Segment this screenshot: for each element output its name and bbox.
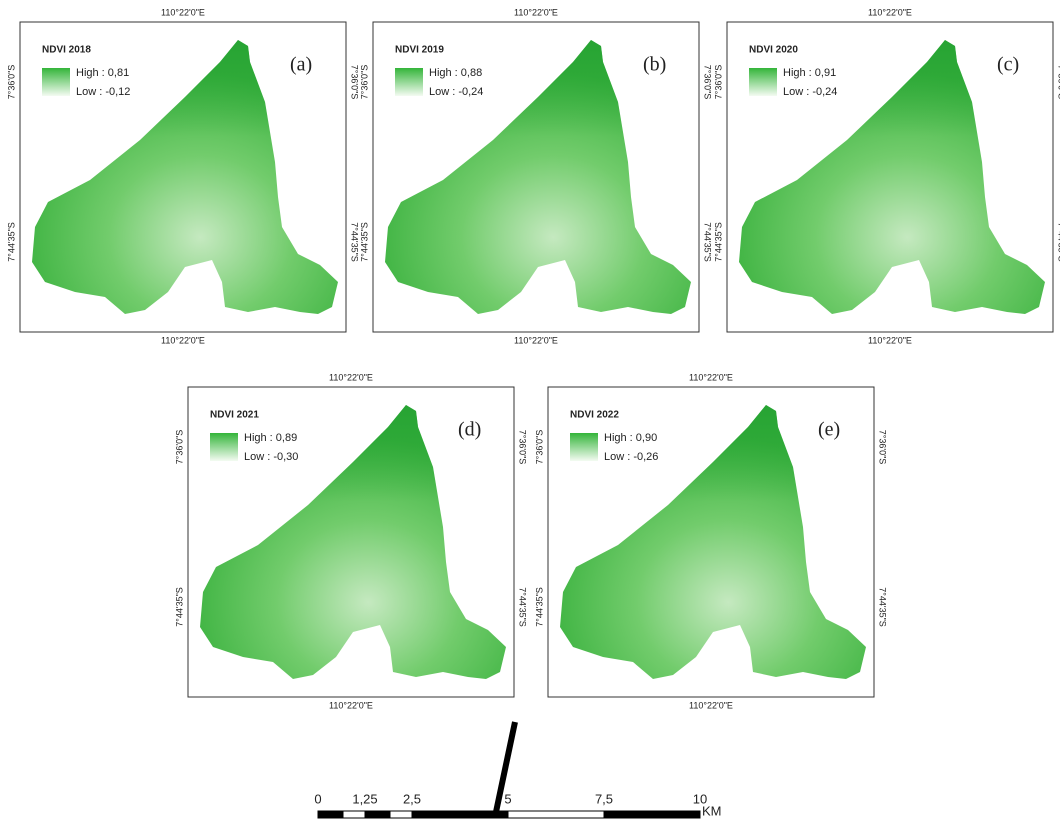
left-coordinate: 7°44'35"S [174,587,184,627]
legend-title: NDVI 2020 [749,45,798,56]
top-coordinate: 110°22'0"E [514,7,558,17]
top-coordinate: 110°22'0"E [689,372,733,382]
scale-label: 2,5 [403,791,421,806]
scale-segment [365,811,390,818]
left-coordinate: 7°44'35"S [534,587,544,627]
left-coordinate: 7°36'0"S [6,65,16,100]
map-panel: NDVI 2020 High : 0,91 Low : -0,24 (c) 110°22… [713,7,1060,345]
left-coordinate: 7°44'35"S [713,222,723,262]
legend-low: Low : -0,24 [429,86,483,98]
scale-segment [508,811,604,818]
legend-swatch [42,68,70,96]
top-coordinate: 110°22'0"E [329,372,373,382]
legend-high: High : 0,90 [604,432,657,444]
legend-title: NDVI 2019 [395,45,444,56]
left-coordinate: 7°44'35"S [6,222,16,262]
panel-letter: (e) [818,419,840,441]
right-coordinate: 7°44'35"S [703,222,713,262]
panel-letter: (c) [997,54,1019,76]
scale-unit: KM [702,803,722,818]
legend-high: High : 0,91 [783,67,836,79]
right-coordinate: 7°44'35"S [1057,222,1060,262]
bottom-coordinate: 110°22'0"E [868,335,912,345]
legend-low: Low : -0,30 [244,451,298,463]
legend-swatch [749,68,777,96]
legend-swatch [210,433,238,461]
map-panel: NDVI 2019 High : 0,88 Low : -0,24 (b) 110°22… [359,7,712,345]
right-coordinate: 7°36'0"S [878,430,888,465]
scale-segment [412,811,508,818]
bottom-coordinate: 110°22'0"E [161,335,205,345]
legend-low: Low : -0,12 [76,86,130,98]
scale-label: 0 [314,791,321,806]
legend-title: NDVI 2022 [570,410,619,421]
panel-letter: (a) [290,54,312,76]
left-coordinate: 7°36'0"S [359,65,369,100]
right-coordinate: 7°36'0"S [703,65,713,100]
legend-title: NDVI 2021 [210,410,259,421]
legend-high: High : 0,88 [429,67,482,79]
bottom-coordinate: 110°22'0"E [689,700,733,710]
top-coordinate: 110°22'0"E [161,7,205,17]
bottom-coordinate: 110°22'0"E [329,700,373,710]
figure: NDVI 2018 High : 0,81 Low : -0,12 (a) 110°22… [0,0,1060,819]
left-coordinate: 7°36'0"S [534,430,544,465]
scale-segment [343,811,365,818]
scale-segment [390,811,412,818]
legend-high: High : 0,81 [76,67,129,79]
map-panel: NDVI 2021 High : 0,89 Low : -0,30 (d) 110°22… [174,372,527,710]
panel-letter: (d) [458,419,481,441]
right-coordinate: 7°36'0"S [350,65,360,100]
legend-low: Low : -0,24 [783,86,837,98]
right-coordinate: 7°44'35"S [878,587,888,627]
legend-high: High : 0,89 [244,432,297,444]
left-coordinate: 7°36'0"S [174,430,184,465]
right-coordinate: 7°36'0"S [1057,65,1060,100]
right-coordinate: 7°44'35"S [518,587,528,627]
map-panel: NDVI 2022 High : 0,90 Low : -0,26 (e) 110°22… [534,372,887,710]
map-panel: NDVI 2018 High : 0,81 Low : -0,12 (a) 110°22… [6,7,359,345]
scale-label: 7,5 [595,791,613,806]
top-coordinate: 110°22'0"E [868,7,912,17]
legend-title: NDVI 2018 [42,45,91,56]
panel-letter: (b) [643,54,666,76]
legend-swatch [570,433,598,461]
left-coordinate: 7°44'35"S [359,222,369,262]
legend-low: Low : -0,26 [604,451,658,463]
right-coordinate: 7°44'35"S [350,222,360,262]
legend-swatch [395,68,423,96]
scale-label: 5 [504,791,511,806]
scale-label: 1,25 [352,791,377,806]
scale-segment [604,811,700,818]
left-coordinate: 7°36'0"S [713,65,723,100]
bottom-coordinate: 110°22'0"E [514,335,558,345]
right-coordinate: 7°36'0"S [518,430,528,465]
scale-segment [318,811,343,818]
